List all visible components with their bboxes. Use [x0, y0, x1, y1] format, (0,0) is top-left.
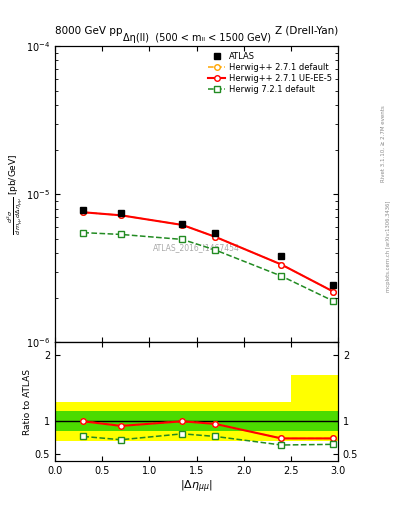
ATLAS — [119, 209, 123, 216]
Y-axis label: $\frac{d^2\sigma}{d\,m_{\mu\mu}\,d\Delta\eta_{\mu\mu}}$ [pb/GeV]: $\frac{d^2\sigma}{d\,m_{\mu\mu}\,d\Delta… — [5, 154, 25, 235]
Herwig++ 2.7.1 UE-EE-5 — [119, 212, 123, 219]
Herwig 7.2.1 default — [213, 247, 218, 253]
Y-axis label: Ratio to ATLAS: Ratio to ATLAS — [23, 369, 32, 435]
Herwig 7.2.1 default — [81, 229, 86, 236]
Text: Rivet 3.1.10, ≥ 2.7M events: Rivet 3.1.10, ≥ 2.7M events — [381, 105, 386, 182]
Line: ATLAS: ATLAS — [80, 207, 336, 288]
Line: Herwig 7.2.1 default: Herwig 7.2.1 default — [81, 230, 336, 304]
Herwig++ 2.7.1 default — [119, 212, 123, 219]
ATLAS — [213, 229, 218, 236]
Legend: ATLAS, Herwig++ 2.7.1 default, Herwig++ 2.7.1 UE-EE-5, Herwig 7.2.1 default: ATLAS, Herwig++ 2.7.1 default, Herwig++ … — [207, 50, 334, 96]
Text: Z (Drell-Yan): Z (Drell-Yan) — [275, 26, 338, 36]
ATLAS — [180, 221, 185, 227]
Herwig++ 2.7.1 UE-EE-5 — [331, 289, 336, 295]
ATLAS — [279, 253, 284, 260]
Herwig++ 2.7.1 UE-EE-5 — [180, 222, 185, 228]
X-axis label: $|\Delta\eta_{\mu\mu}|$: $|\Delta\eta_{\mu\mu}|$ — [180, 478, 213, 495]
Herwig++ 2.7.1 UE-EE-5 — [213, 234, 218, 240]
ATLAS — [331, 282, 336, 288]
Herwig++ 2.7.1 UE-EE-5 — [279, 262, 284, 268]
Herwig 7.2.1 default — [119, 231, 123, 238]
Line: Herwig++ 2.7.1 UE-EE-5: Herwig++ 2.7.1 UE-EE-5 — [81, 209, 336, 294]
Line: Herwig++ 2.7.1 default: Herwig++ 2.7.1 default — [81, 209, 336, 294]
Herwig++ 2.7.1 default — [213, 234, 218, 240]
Herwig 7.2.1 default — [180, 237, 185, 243]
Text: 8000 GeV pp: 8000 GeV pp — [55, 26, 123, 36]
Herwig++ 2.7.1 default — [279, 262, 284, 268]
Text: mcplots.cern.ch [arXiv:1306.3436]: mcplots.cern.ch [arXiv:1306.3436] — [386, 200, 391, 291]
Herwig++ 2.7.1 default — [81, 209, 86, 216]
Text: Δη(ll)  (500 < mₗₗ < 1500 GeV): Δη(ll) (500 < mₗₗ < 1500 GeV) — [123, 33, 270, 43]
Herwig 7.2.1 default — [279, 273, 284, 279]
Text: ATLAS_2016_I1467454: ATLAS_2016_I1467454 — [153, 243, 240, 252]
Herwig 7.2.1 default — [331, 298, 336, 304]
Herwig++ 2.7.1 default — [180, 222, 185, 228]
Herwig++ 2.7.1 UE-EE-5 — [81, 209, 86, 216]
Herwig++ 2.7.1 default — [331, 289, 336, 295]
ATLAS — [81, 207, 86, 214]
